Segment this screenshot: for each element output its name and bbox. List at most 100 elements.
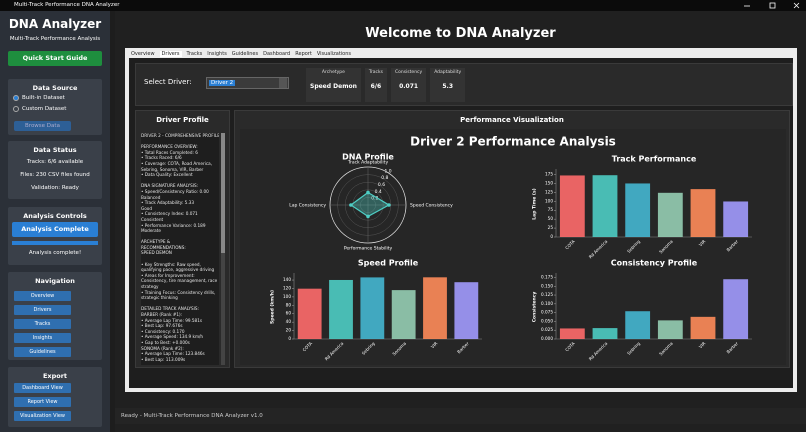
tab[interactable]: Report	[295, 51, 312, 57]
profile-line: • Consistency Index: 0.071	[141, 211, 198, 217]
x-tick-label: VIR	[698, 239, 707, 248]
profile-line: • Coverage: COTA, Road America,	[141, 160, 213, 166]
bar	[559, 175, 585, 237]
profile-line: • Best Lap: 97.676s	[141, 323, 183, 329]
profile-line: • Speed/Consistency Ratio: 0.00	[141, 188, 209, 194]
radar-tick-label: 0.6	[378, 182, 385, 188]
quick-start-button[interactable]: Quick Start Guide	[8, 51, 102, 66]
x-tick-label: Rd America	[324, 341, 345, 362]
profile-text: DRIVER 2 - COMPREHENSIVE PROFILE PERFORMA…	[141, 133, 219, 365]
profile-line: • Gap to Best: +0.000s	[141, 339, 190, 345]
radar-axis-label: Track Adaptability	[347, 160, 389, 166]
y-axis-label: Consistency	[532, 292, 538, 323]
y-tick-label: 140	[283, 277, 291, 282]
profile-line: strategy	[141, 284, 159, 290]
stat-card: Tracks 6/6	[364, 68, 387, 102]
profile-line: qualifying pace, aggressive driving	[141, 267, 215, 273]
bar	[360, 277, 385, 339]
tab[interactable]: Guidelines	[231, 51, 259, 57]
radar-axis-label: Performance Stability	[344, 246, 393, 252]
radio-circle	[13, 94, 19, 101]
y-tick-label: 0.000	[541, 336, 553, 341]
chart-title: Consistency Profile	[611, 259, 698, 268]
y-tick-label: 150	[545, 180, 553, 185]
nav-button[interactable]: Tracks	[14, 319, 71, 329]
y-tick-label: 20	[286, 328, 292, 333]
nav-button[interactable]: Guidelines	[14, 347, 71, 357]
analysis-button[interactable]: Analysis Complete	[12, 222, 98, 237]
data-source-box: Data Source Built-in Dataset Custom Datas…	[8, 79, 102, 135]
driver-dropdown[interactable]: Driver 2	[206, 77, 289, 89]
x-tick-label: Sebring	[626, 239, 641, 254]
nav-button[interactable]: Drivers	[14, 305, 71, 315]
y-tick-label: 0.175	[541, 274, 553, 279]
y-tick-label: 120	[283, 285, 291, 290]
profile-line: Moderate	[141, 228, 161, 234]
export-button[interactable]: Report View	[14, 397, 71, 407]
profile-line: ARCHETYPE &	[141, 239, 171, 245]
viz-heading: Performance Visualization	[460, 116, 564, 124]
y-tick-label: 40	[286, 319, 292, 324]
profile-line: • Total Races Completed: 6	[141, 149, 198, 155]
radio-option[interactable]: Custom Dataset	[8, 103, 102, 114]
browse-button[interactable]: Browse Data	[14, 121, 71, 131]
x-tick-label: COTA	[302, 341, 314, 353]
tab[interactable]: Visualizations	[316, 51, 352, 57]
x-tick-label: COTA	[564, 239, 576, 251]
profile-line: • Performance Variance: 0.189	[141, 222, 206, 228]
status-line: Files: 230 CSV files found	[20, 172, 90, 178]
profile-line: Good	[141, 205, 153, 211]
profile-line: • Areas for Improvement:	[141, 272, 195, 278]
y-tick-label: 0.075	[541, 310, 553, 315]
profile-line: strategic thinking	[141, 295, 178, 301]
y-axis-label: Lap Time (s)	[532, 188, 538, 219]
stat-label: Consistency	[394, 70, 423, 75]
tab[interactable]: Tracks	[186, 51, 203, 57]
nav-button[interactable]: Insights	[14, 333, 71, 343]
bar	[625, 311, 651, 339]
radio-circle	[13, 105, 19, 112]
y-tick-label: 100	[545, 198, 553, 203]
bar	[625, 183, 651, 237]
bar	[592, 175, 618, 237]
y-tick-label: 0.100	[541, 301, 553, 306]
section-heading: Navigation	[35, 277, 75, 285]
section-heading: Data Source	[32, 84, 78, 92]
y-tick-label: 60	[286, 311, 292, 316]
radar-tick-label: 0.8	[381, 175, 388, 181]
x-tick-label: Rd America	[588, 239, 609, 260]
profile-line: Consistency, tire management, race	[141, 278, 218, 284]
profile-line: • Track Adaptability: 5.33	[141, 200, 194, 206]
radar-point	[366, 190, 370, 195]
x-tick-label: COTA	[564, 341, 576, 353]
x-tick-label: Sonoma	[658, 239, 674, 255]
stat-label: Adaptability	[434, 70, 462, 75]
export-button[interactable]: Dashboard View	[14, 383, 71, 393]
bar	[329, 279, 353, 339]
profile-line: Balanced	[141, 194, 161, 200]
data-status-box: Data Status Tracks: 6/6 available Files: …	[8, 141, 102, 199]
profile-line: • Average Speed: 134.9 km/h	[141, 334, 204, 340]
profile-line: • Best Lap: 113.009s	[141, 356, 186, 362]
tab[interactable]: Overview	[131, 51, 155, 57]
tab[interactable]: Insights	[207, 51, 227, 57]
window-controls[interactable]	[740, 0, 806, 11]
export-button[interactable]: Visualization View	[14, 411, 71, 421]
bar	[657, 192, 683, 237]
y-tick-label: 75	[548, 207, 554, 212]
radio-option[interactable]: Built-in Dataset	[8, 92, 102, 103]
profile-line: • Consistency: 0.170	[141, 328, 185, 334]
section-heading: Export	[42, 372, 68, 380]
tab[interactable]: Dashboard	[263, 51, 291, 57]
y-tick-label: 80	[286, 302, 292, 307]
bar	[454, 282, 479, 339]
tab[interactable]: Drivers	[159, 51, 182, 57]
profile-line: BARBER (Rank #1):	[141, 312, 183, 317]
figure-title: Driver 2 Performance Analysis	[410, 135, 616, 149]
stat-value: 6/6	[370, 83, 382, 90]
radio-label: Custom Dataset	[22, 105, 67, 112]
bar	[559, 328, 585, 339]
nav-button[interactable]: Overview	[14, 291, 71, 301]
profile-line: • Data Quality: Excellent	[141, 172, 193, 178]
